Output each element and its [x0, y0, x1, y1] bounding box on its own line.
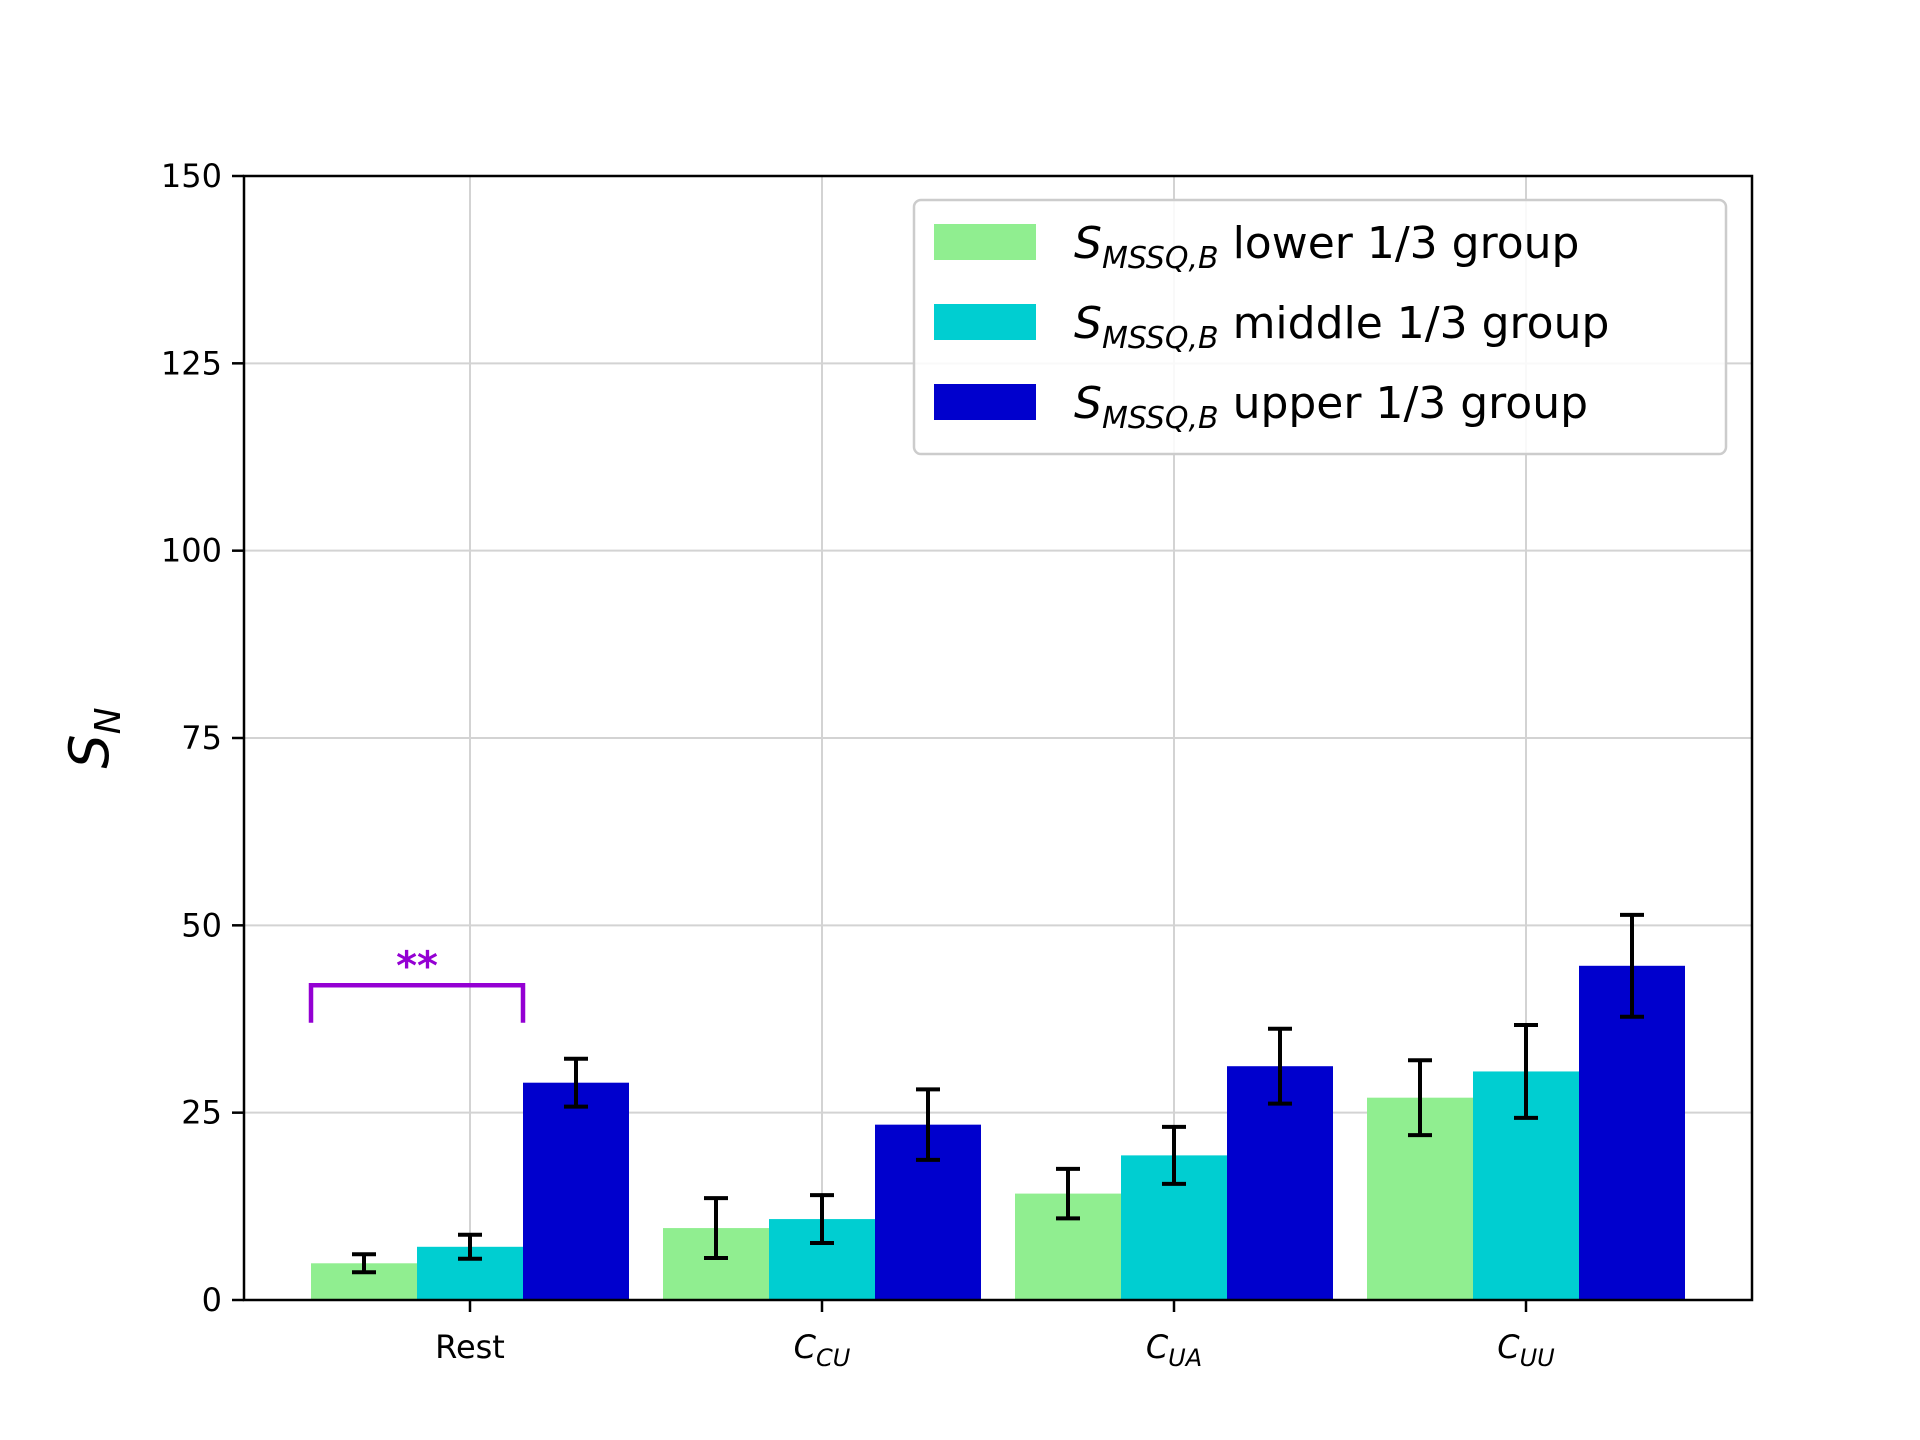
error-bar — [916, 1087, 940, 1162]
x-tick-label: Rest — [435, 1328, 505, 1366]
x-tick-label-sub: UA — [1168, 1344, 1202, 1372]
y-tick-label: 25 — [181, 1094, 222, 1132]
x-tick-label-main: C — [1497, 1328, 1520, 1366]
legend-frame — [912, 198, 1728, 456]
x-tick-label-main: C — [794, 1328, 817, 1366]
y-tick-label: 50 — [181, 906, 222, 944]
x-tick-label-sub: CU — [816, 1344, 851, 1372]
error-bar — [1408, 1058, 1432, 1138]
legend-label-sub: MSSQ,B — [1102, 401, 1219, 436]
legend-swatch — [934, 224, 1036, 260]
legend-label: SMSSQ,B upper 1/3 group — [1074, 378, 1588, 436]
bar — [1579, 965, 1685, 1300]
error-bar — [458, 1232, 482, 1261]
error-bar — [1620, 912, 1644, 1019]
legend-label-main: S — [1074, 298, 1102, 349]
bar — [523, 1082, 629, 1300]
legend-swatch — [934, 304, 1036, 340]
legend-label-sub: MSSQ,B — [1102, 241, 1219, 276]
y-axis-label: SN — [58, 707, 129, 768]
y-axis: 0 25 50 75 100 125 150 — [161, 157, 244, 1319]
error-bar — [564, 1056, 588, 1109]
y-tick-label: 125 — [161, 344, 222, 382]
significance-annotation: ** — [308, 943, 526, 1023]
legend-label-rest: middle 1/3 group — [1219, 298, 1610, 349]
y-axis-label-main: S — [58, 734, 121, 768]
x-tick-label: CUU — [1497, 1328, 1555, 1372]
y-axis-label-sub: N — [88, 707, 129, 734]
legend-label-main: S — [1074, 218, 1102, 269]
significance-bracket — [308, 983, 526, 1023]
legend-swatch — [934, 384, 1036, 420]
bars — [311, 965, 1685, 1300]
legend-label-rest: lower 1/3 group — [1219, 218, 1580, 269]
y-tick-label: 100 — [161, 532, 222, 570]
y-tick-label: 75 — [181, 719, 222, 757]
x-tick-label: CCU — [794, 1328, 851, 1372]
error-bar — [1056, 1166, 1080, 1221]
x-axis: Rest CCU CUA CUU — [435, 1300, 1555, 1372]
y-tick-label: 150 — [161, 157, 222, 195]
error-bar — [704, 1196, 728, 1261]
legend-label: SMSSQ,B lower 1/3 group — [1074, 218, 1579, 276]
significance-label: ** — [396, 943, 438, 989]
x-tick-label-sub: UU — [1520, 1344, 1556, 1372]
error-bar — [810, 1193, 834, 1246]
legend-label-main: S — [1074, 378, 1102, 429]
legend-label-sub: MSSQ,B — [1102, 321, 1219, 356]
error-bar — [1268, 1026, 1292, 1106]
x-tick-label-main: C — [1146, 1328, 1169, 1366]
y-tick-label: 0 — [202, 1281, 222, 1319]
legend-label-rest: upper 1/3 group — [1219, 378, 1588, 429]
error-bar — [352, 1252, 376, 1275]
x-tick-label-main: Rest — [435, 1328, 505, 1366]
legend-label: SMSSQ,B middle 1/3 group — [1074, 298, 1609, 356]
error-bar — [1514, 1022, 1538, 1120]
error-bars — [352, 912, 1644, 1275]
error-bar — [1162, 1124, 1186, 1186]
x-tick-label: CUA — [1146, 1328, 1202, 1372]
